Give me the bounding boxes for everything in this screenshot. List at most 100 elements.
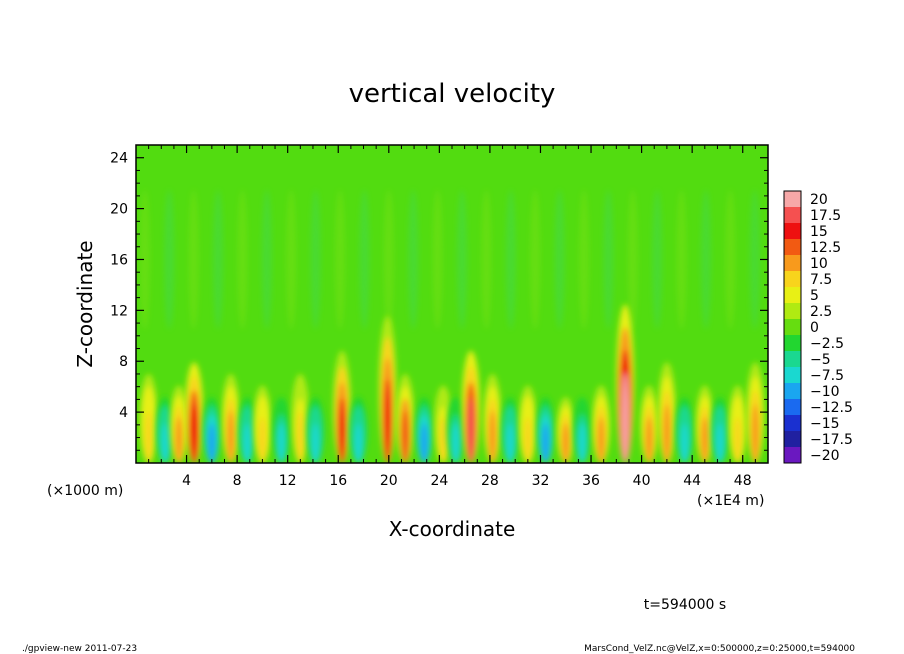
footer-right: MarsCond_VelZ.nc@VelZ,x=0:500000,z=0:250… [584,644,855,654]
colorbar-label: −7.5 [810,368,844,384]
x-tick-label: 36 [582,473,600,489]
velocity-cell [556,397,575,463]
velocity-cell [156,397,175,463]
field-streak [530,189,541,330]
x-tick-label: 12 [279,473,297,489]
x-tick-label: 40 [633,473,651,489]
y-tick-label: 24 [110,151,128,167]
velocity-cell [333,350,352,463]
field-streak [554,189,565,330]
velocity-cell [169,385,188,463]
colorbar-swatch [784,223,801,240]
field-streak [408,189,419,330]
x-tick-label: 4 [182,473,191,489]
colorbar: 2017.51512.5107.552.50−2.5−5−7.5−10−12.5… [783,190,853,464]
velocity-cell [202,397,221,463]
field-streak [310,189,321,330]
velocity-cell [616,304,635,463]
field-streak [603,189,614,330]
field-streak [432,189,443,330]
velocity-cell [461,350,480,463]
field-streak [164,189,175,330]
x-tick-label: 32 [532,473,550,489]
colorbar-swatch [784,431,801,448]
velocity-cell [139,373,158,463]
x-tick-label: 48 [734,473,752,489]
x-tick-label: 8 [233,473,242,489]
colorbar-swatch [784,399,801,416]
velocity-cell [536,397,555,463]
velocity-cell [675,397,694,463]
colorbar-label: 17.5 [810,208,841,224]
y-tick-label: 16 [110,252,128,268]
velocity-cell [657,362,676,463]
field-streak [456,189,467,330]
colorbar-label: −2.5 [810,336,844,352]
x-axis-ticks: 4 8 12 16 20 24 28 32 36 40 44 48 [148,145,756,489]
y-tick-label: 12 [110,303,128,319]
velocity-cell [501,397,520,463]
field-streak [139,189,150,330]
colorbar-label: −20 [810,448,840,464]
velocity-cell [640,385,659,463]
field-streak [578,189,589,330]
velocity-cell [185,362,204,463]
time-label: t=594000 s [644,597,726,613]
field-streak [749,189,760,330]
velocity-cell [695,385,714,463]
colorbar-swatch [784,191,801,208]
field-streak [237,189,248,330]
field-streak [261,189,272,330]
colorbar-label: 15 [810,224,828,240]
x-unit-right: (×1E4 m) [697,493,764,509]
field-streak [505,189,516,330]
colorbar-swatch [784,351,801,368]
colorbar-frame [783,190,802,464]
colorbar-label: 2.5 [810,304,832,320]
x-tick-label: 16 [329,473,347,489]
field-streak [383,189,394,330]
chart-title: vertical velocity [349,79,556,109]
colorbar-swatch [784,287,801,304]
y-tick-label: 8 [119,354,128,370]
field-streak [286,189,297,330]
velocity-cell [272,397,291,463]
x-unit-left: (×1000 m) [47,483,123,499]
y-tick-label: 20 [110,202,128,218]
field-streak [700,189,711,330]
velocity-cell [710,397,729,463]
velocity-cell [378,315,397,463]
colorbar-swatch [784,383,801,400]
velocity-cell [396,373,415,463]
colorbar-label: −10 [810,384,840,400]
velocity-cell [349,397,368,463]
x-tick-label: 24 [430,473,448,489]
velocity-cell [306,397,325,463]
colorbar-swatch [784,335,801,352]
colorbar-label: 7.5 [810,272,832,288]
colorbar-swatch [784,271,801,288]
velocity-cell [746,362,765,463]
velocity-cell [446,397,465,463]
field-streak [359,189,370,330]
colorbar-label: −17.5 [810,432,853,448]
velocity-cell [253,385,272,463]
colorbar-label: 10 [810,256,828,272]
velocity-cell [518,385,537,463]
field-streak [188,189,199,330]
field-streak [335,189,346,330]
field-streak [652,189,663,330]
field-streak [481,189,492,330]
colorbar-swatch [784,367,801,384]
field-streak [676,189,687,330]
velocity-cell [415,397,434,463]
velocity-cell [238,397,257,463]
field-streak [627,189,638,330]
colorbar-swatch [784,447,801,464]
colorbar-swatch [784,255,801,272]
velocity-cell [483,373,502,463]
x-tick-label: 44 [683,473,701,489]
colorbar-label: 12.5 [810,240,841,256]
colorbar-label: 5 [810,288,819,304]
